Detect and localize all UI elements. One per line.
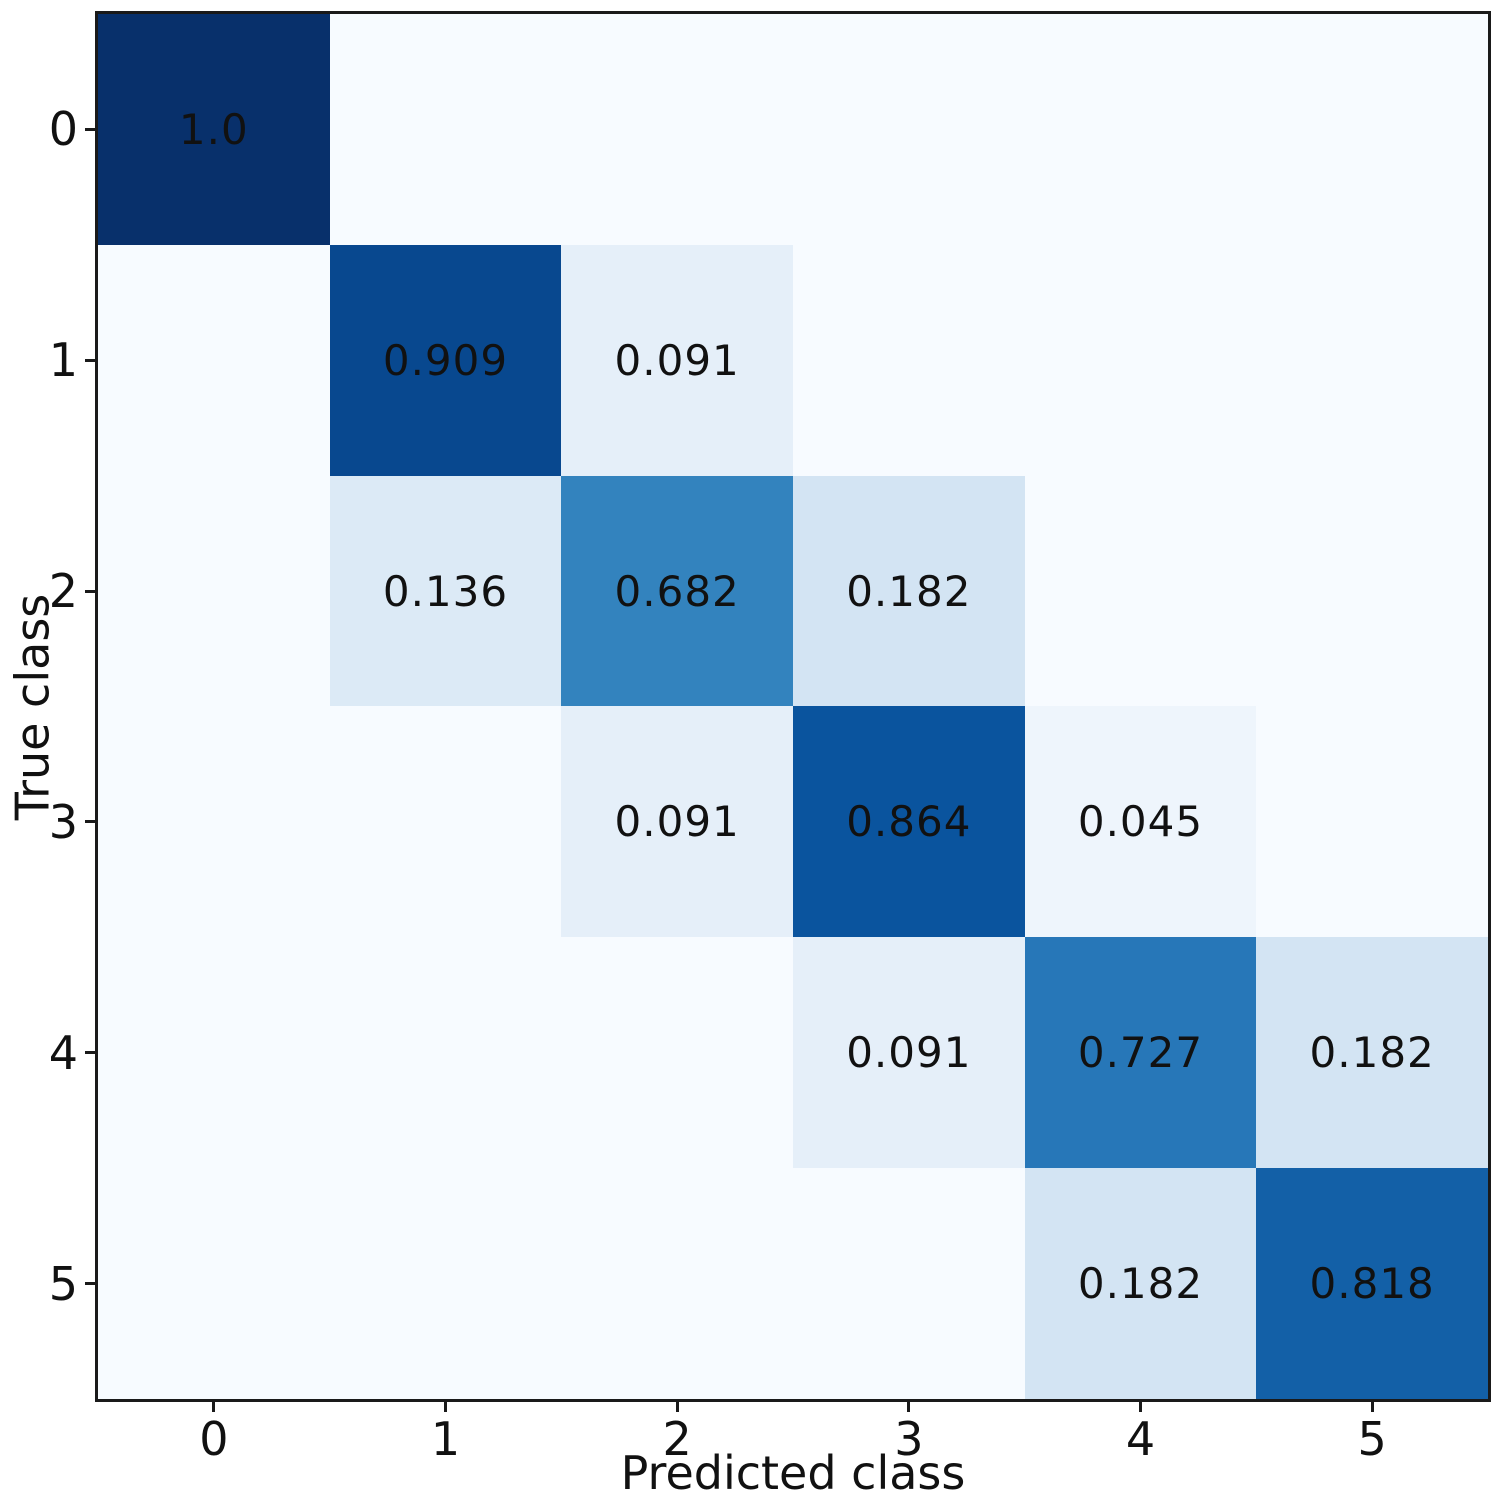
y-axis-title-container: True class <box>5 0 59 1413</box>
matrix-cell-r5-c2 <box>561 1168 793 1399</box>
matrix-cell-r1-c1: 0.909 <box>329 244 562 476</box>
matrix-cell-r0-c3 <box>793 14 1025 245</box>
y-tick-label-3: 3 <box>48 794 78 849</box>
matrix-cell-r3-c3: 0.864 <box>793 706 1025 938</box>
x-tick-label-4: 4 <box>1125 1412 1156 1466</box>
matrix-cell-r1-c4 <box>1024 244 1257 476</box>
matrix-cell-r4-c4: 0.727 <box>1024 937 1257 1169</box>
y-tick-mark-4 <box>85 1051 95 1055</box>
matrix-cell-r2-c0 <box>98 475 330 707</box>
y-tick-mark-5 <box>85 1282 95 1286</box>
x-tick-mark-5 <box>1370 1402 1374 1412</box>
y-tick-label-2: 2 <box>48 564 78 619</box>
matrix-cell-r2-c4 <box>1024 475 1257 707</box>
y-tick-mark-0 <box>85 127 95 131</box>
x-tick-mark-3 <box>907 1402 911 1412</box>
matrix-cell-r5-c1 <box>329 1168 562 1399</box>
matrix-cell-r5-c4: 0.182 <box>1024 1168 1257 1399</box>
y-tick-label-5: 5 <box>48 1256 78 1311</box>
y-axis-title: True class <box>5 593 59 820</box>
matrix-cell-r4-c5: 0.182 <box>1256 937 1488 1169</box>
heatmap-plot-area: 1.0 0.909 0.091 0.136 0.682 0.182 0.091 0.864 0.… <box>95 11 1491 1402</box>
matrix-cell-r4-c2 <box>561 937 793 1169</box>
y-tick-label-1: 1 <box>48 333 78 388</box>
x-tick-mark-2 <box>675 1402 679 1412</box>
matrix-cell-r1-c3 <box>793 244 1025 476</box>
matrix-cell-r1-c5 <box>1256 244 1488 476</box>
matrix-cell-r0-c4 <box>1024 14 1257 245</box>
x-tick-label-5: 5 <box>1357 1412 1387 1466</box>
matrix-cell-r4-c0 <box>98 937 330 1169</box>
x-tick-mark-1 <box>444 1402 447 1412</box>
matrix-cell-r0-c2 <box>561 14 793 245</box>
x-tick-mark-4 <box>1139 1402 1142 1412</box>
y-tick-label-4: 4 <box>48 1025 78 1080</box>
y-tick-mark-1 <box>85 358 95 362</box>
x-axis-title: Predicted class <box>620 1446 966 1496</box>
matrix-cell-r4-c3: 0.091 <box>793 937 1025 1169</box>
matrix-cell-r3-c0 <box>98 706 330 938</box>
matrix-cell-r0-c5 <box>1256 14 1488 245</box>
y-tick-mark-2 <box>85 589 95 593</box>
x-tick-label-1: 1 <box>430 1412 461 1466</box>
matrix-cell-r3-c5 <box>1256 706 1488 938</box>
matrix-cell-r3-c2: 0.091 <box>561 706 793 938</box>
matrix-cell-r3-c4: 0.045 <box>1024 706 1257 938</box>
matrix-cell-r1-c2: 0.091 <box>561 244 793 476</box>
x-tick-label-0: 0 <box>199 1412 229 1466</box>
matrix-cell-r1-c0 <box>98 244 330 476</box>
matrix-cell-r0-c1 <box>329 14 562 245</box>
matrix-cell-r3-c1 <box>329 706 562 938</box>
matrix-cell-r5-c5: 0.818 <box>1256 1168 1488 1399</box>
matrix-cell-r5-c3 <box>793 1168 1025 1399</box>
matrix-cell-r2-c3: 0.182 <box>793 475 1025 707</box>
x-tick-label-3: 3 <box>894 1412 924 1466</box>
y-tick-mark-3 <box>85 820 95 824</box>
matrix-cell-r2-c2: 0.682 <box>561 475 793 707</box>
matrix-cell-r0-c0: 1.0 <box>98 14 330 245</box>
heatmap-grid: 1.0 0.909 0.091 0.136 0.682 0.182 0.091 0.864 0.… <box>98 14 1488 1399</box>
x-tick-mark-0 <box>212 1402 216 1412</box>
matrix-cell-r2-c1: 0.136 <box>329 475 562 707</box>
x-tick-label-2: 2 <box>662 1412 692 1466</box>
matrix-cell-r4-c1 <box>329 937 562 1169</box>
y-tick-label-0: 0 <box>48 102 78 157</box>
matrix-cell-r5-c0 <box>98 1168 330 1399</box>
matrix-cell-r2-c5 <box>1256 475 1488 707</box>
